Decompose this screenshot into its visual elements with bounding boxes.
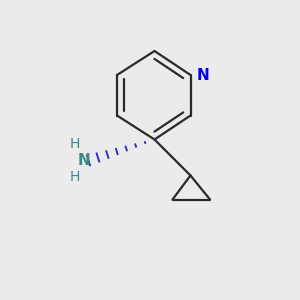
Text: N: N <box>196 68 209 82</box>
Text: N: N <box>78 153 90 168</box>
Text: H: H <box>70 170 80 184</box>
Text: H: H <box>70 137 80 151</box>
